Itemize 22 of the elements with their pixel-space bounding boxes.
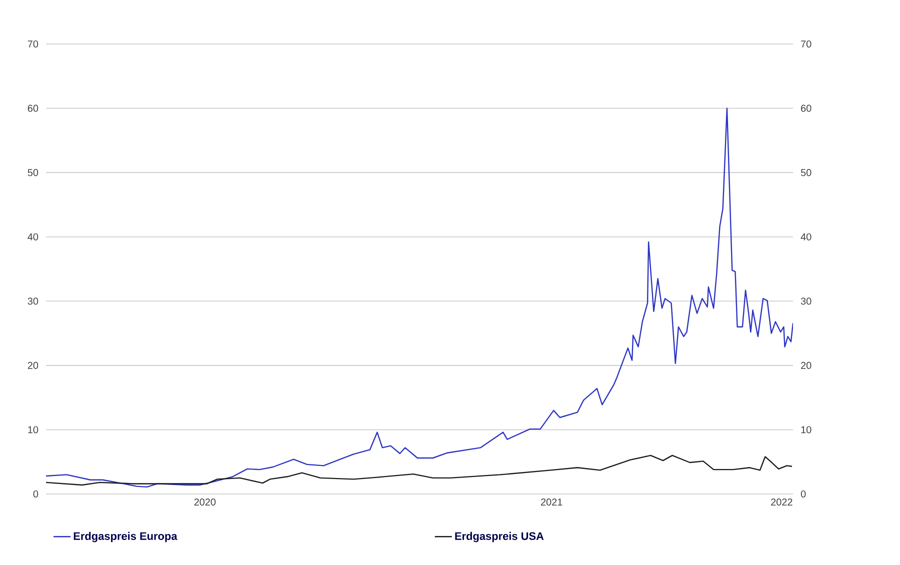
y2-tick-label: 40: [800, 233, 812, 240]
y-tick-label: 0: [33, 490, 38, 498]
y2-tick-label: 10: [801, 426, 812, 434]
y-tick-label: 40: [28, 233, 38, 240]
y-tick-label: 10: [28, 426, 38, 434]
y-tick-label: 20: [28, 362, 38, 369]
y2-tick-label: 20: [801, 362, 812, 369]
line-series: [46, 108, 794, 488]
y2-tick-label: 60: [801, 104, 812, 112]
y2-tick-label: 70: [801, 40, 812, 48]
legend-label: Erdgaspreis Europa: [74, 532, 178, 542]
y-tick-label: 60: [28, 104, 38, 112]
y-tick-label: 50: [28, 169, 38, 176]
y-tick-label: 70: [28, 40, 38, 48]
y-tick-label: 30: [28, 298, 38, 305]
x-tick-label: 2022: [771, 498, 792, 506]
x-tick-label: 2020: [194, 498, 216, 506]
y2-tick-label: 0: [800, 490, 806, 498]
y2-tick-label: 50: [800, 169, 812, 176]
x-tick-label: 2021: [540, 498, 562, 506]
y2-tick-label: 30: [800, 298, 812, 305]
legend-label: Erdgaspreis USA: [455, 532, 544, 542]
